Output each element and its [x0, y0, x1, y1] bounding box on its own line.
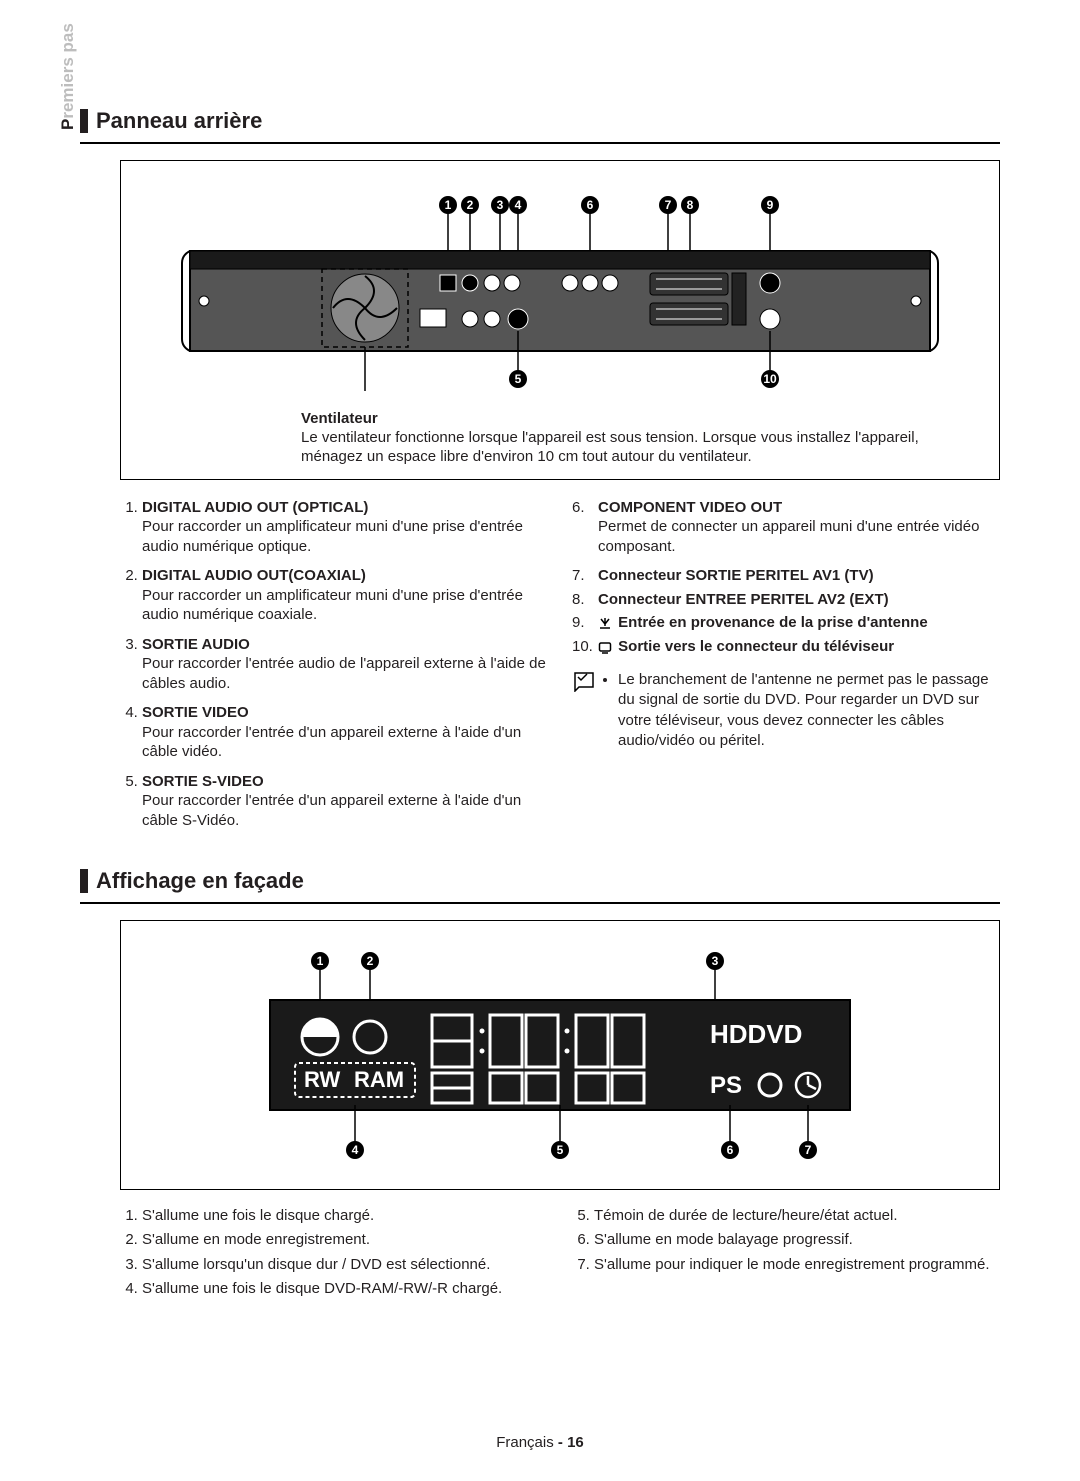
svg-text:RW: RW — [304, 1067, 340, 1092]
section-1-rule — [80, 142, 1000, 144]
svg-text:6: 6 — [727, 1143, 734, 1157]
rear-panel-diagram: 1 2 34 6 7 8 9 — [120, 160, 1000, 480]
svg-text:8: 8 — [687, 198, 694, 212]
svg-text:HDDVD: HDDVD — [710, 1019, 802, 1049]
front-list-item: S'allume une fois le disque DVD-RAM/-RW/… — [142, 1279, 548, 1299]
rear-spec-list-left: DIGITAL AUDIO OUT (OPTICAL)Pour raccorde… — [120, 498, 548, 831]
rear-spec-item: 9. Entrée en provenance de la prise d'an… — [572, 613, 1000, 633]
title-bar-icon — [80, 869, 88, 893]
front-list-right: Témoin de durée de lecture/heure/état ac… — [572, 1206, 1000, 1275]
rear-spec-item: 7.Connecteur SORTIE PERITEL AV1 (TV) — [572, 566, 1000, 586]
section-1-title: Panneau arrière — [80, 108, 1000, 134]
front-list-item: S'allume en mode balayage progressif. — [594, 1230, 1000, 1250]
svg-text:9: 9 — [767, 198, 774, 212]
svg-text:1: 1 — [445, 198, 452, 212]
footer-page: - 16 — [558, 1434, 584, 1451]
svg-text:7: 7 — [805, 1143, 812, 1157]
rear-spec-item: 8.Connecteur ENTREE PERITEL AV2 (EXT) — [572, 590, 1000, 610]
rear-spec-item: SORTIE AUDIOPour raccorder l'entrée audi… — [142, 635, 548, 694]
rear-spec-item: DIGITAL AUDIO OUT (OPTICAL)Pour raccorde… — [142, 498, 548, 557]
front-list-left: S'allume une fois le disque chargé. S'all… — [120, 1206, 548, 1299]
title-bar-icon — [80, 109, 88, 133]
rear-spec-item: SORTIE S-VIDEOPour raccorder l'entrée d'… — [142, 772, 548, 831]
front-display-diagram: 1 2 3 HDDVD RW RAM — [120, 920, 1000, 1190]
section-2-heading: Afﬁchage en façade — [96, 868, 304, 894]
page-footer: Français - 16 — [0, 1434, 1080, 1451]
svg-text:3: 3 — [712, 954, 719, 968]
ventilator-note: Ventilateur Le ventilateur fonctionne lo… — [301, 409, 979, 467]
front-list-item: Témoin de durée de lecture/heure/état ac… — [594, 1206, 1000, 1226]
note-text: Le branchement de l'antenne ne permet pa… — [618, 670, 1000, 751]
svg-text:RAM: RAM — [354, 1067, 404, 1092]
svg-text:PS: PS — [710, 1072, 742, 1099]
front-list-item: S'allume pour indiquer le mode enregistr… — [594, 1255, 1000, 1275]
svg-text:4: 4 — [515, 198, 522, 212]
section-1-heading: Panneau arrière — [96, 108, 262, 134]
svg-text:6: 6 — [587, 198, 594, 212]
rear-spec-list-right: 6.COMPONENT VIDEO OUTPermet de connecter… — [572, 498, 1000, 657]
note-block: Le branchement de l'antenne ne permet pa… — [572, 670, 1000, 751]
front-list-item: S'allume lorsqu'un disque dur / DVD est … — [142, 1255, 548, 1275]
svg-text:1: 1 — [317, 954, 324, 968]
section-2-title: Afﬁchage en façade — [80, 868, 1000, 894]
section-2-rule — [80, 902, 1000, 904]
svg-text:10: 10 — [763, 372, 777, 386]
rear-spec-item: 6.COMPONENT VIDEO OUTPermet de connecter… — [572, 498, 1000, 557]
svg-text:5: 5 — [515, 372, 522, 386]
rear-spec-item: 10. Sortie vers le connecteur du télévis… — [572, 637, 1000, 657]
svg-text:3: 3 — [497, 198, 504, 212]
note-icon — [572, 670, 596, 751]
ventilator-label: Ventilateur — [301, 410, 378, 427]
footer-lang: Français — [496, 1434, 554, 1451]
svg-text:7: 7 — [665, 198, 672, 212]
ventilator-text: Le ventilateur fonctionne lorsque l'appa… — [301, 429, 919, 465]
front-list-item: S'allume en mode enregistrement. — [142, 1230, 548, 1250]
svg-text:2: 2 — [467, 198, 474, 212]
side-tab: Premiers pas — [58, 23, 78, 130]
svg-text:2: 2 — [367, 954, 374, 968]
svg-text:4: 4 — [352, 1143, 359, 1157]
svg-text:5: 5 — [557, 1143, 564, 1157]
front-display-svg: 1 2 3 HDDVD RW RAM — [170, 945, 950, 1165]
rear-spec-item: SORTIE VIDEOPour raccorder l'entrée d'un… — [142, 703, 548, 762]
front-list-item: S'allume une fois le disque chargé. — [142, 1206, 548, 1226]
rear-panel-svg: 1 2 34 6 7 8 9 — [170, 191, 950, 401]
rear-spec-item: DIGITAL AUDIO OUT(COAXIAL)Pour raccorder… — [142, 566, 548, 625]
